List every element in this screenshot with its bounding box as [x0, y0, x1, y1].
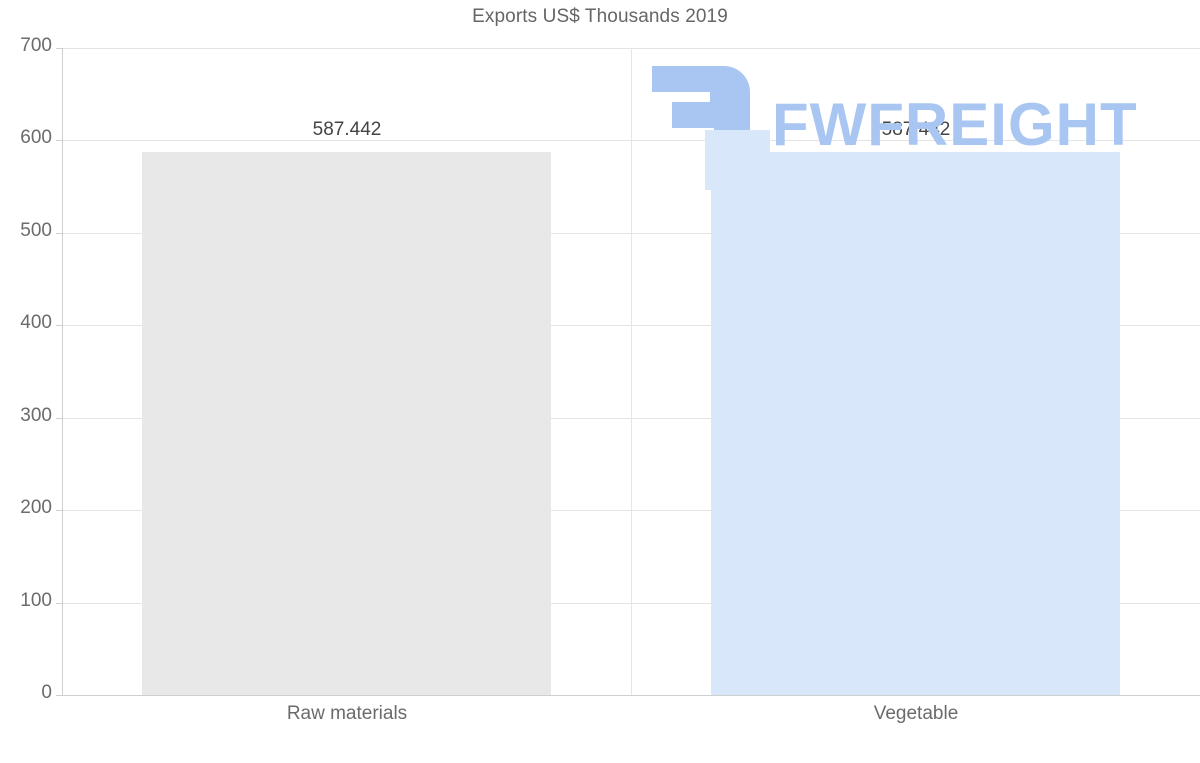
y-axis-tick-mark — [56, 695, 63, 696]
bar-value-label: 587.442 — [312, 119, 382, 140]
bar[interactable] — [142, 152, 551, 695]
gridline — [62, 695, 1200, 696]
y-axis-tick-label: 500 — [20, 220, 52, 241]
chart-title: Exports US$ Thousands 2019 — [472, 6, 728, 27]
x-axis-label: Raw materials — [286, 703, 408, 724]
y-axis-tick-mark — [56, 140, 63, 141]
y-axis-tick-mark — [56, 48, 63, 49]
bar-value-label: 587.442 — [881, 119, 951, 140]
category-divider — [631, 48, 632, 695]
y-axis-tick-mark — [56, 325, 63, 326]
bar[interactable] — [711, 152, 1120, 695]
y-axis-tick-mark — [56, 233, 63, 234]
x-axis-label: Vegetable — [873, 703, 959, 724]
y-axis-tick-label: 300 — [20, 405, 52, 426]
y-axis-tick-mark — [56, 603, 63, 604]
y-axis-line — [62, 48, 63, 696]
y-axis-tick-label: 400 — [20, 312, 52, 333]
y-axis-tick-mark — [56, 510, 63, 511]
y-axis-tick-label: 200 — [20, 497, 52, 518]
y-axis-tick-label: 100 — [20, 590, 52, 611]
y-axis-tick-mark — [56, 418, 63, 419]
plot-area — [62, 48, 1200, 695]
y-axis-tick-label: 0 — [41, 682, 52, 703]
y-axis-tick-label: 700 — [20, 35, 52, 56]
y-axis-tick-label: 600 — [20, 127, 52, 148]
